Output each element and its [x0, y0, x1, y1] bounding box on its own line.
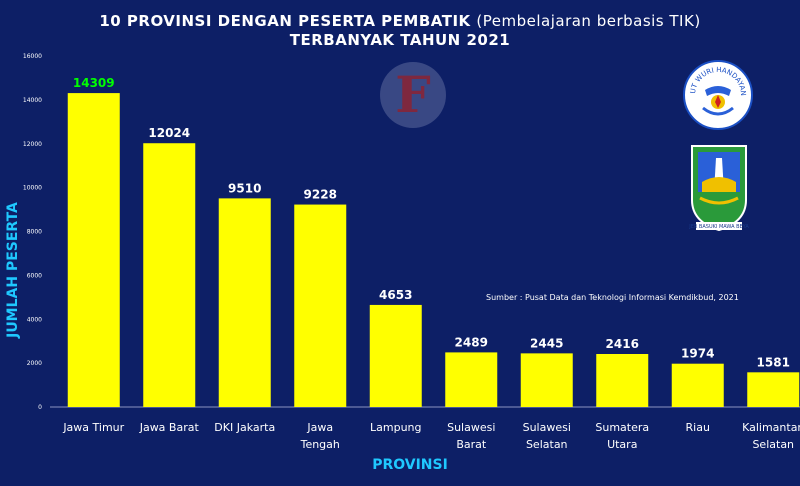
bar — [143, 143, 196, 407]
data-label: 14309 — [73, 76, 115, 90]
data-label: 9510 — [228, 181, 261, 195]
bar — [747, 372, 800, 407]
data-label: 9228 — [304, 188, 337, 202]
x-tick-label: Barat — [456, 438, 487, 451]
x-tick-label: Jawa Barat — [139, 421, 200, 434]
y-tick-label: 0 — [38, 404, 42, 411]
bar — [520, 353, 573, 407]
x-tick-label: Sulawesi — [447, 421, 495, 434]
data-label: 2416 — [606, 337, 639, 351]
x-tick-label: Sulawesi — [523, 421, 571, 434]
jatim-logo: JER BASUKI MAWA BEYA — [686, 142, 752, 234]
y-tick-label: 16000 — [23, 53, 42, 60]
jatim-logo-text: JER BASUKI MAWA BEYA — [688, 224, 749, 230]
bar — [596, 353, 649, 407]
x-tick-label: Jawa Timur — [62, 421, 124, 434]
data-label: 1974 — [681, 347, 714, 361]
bar — [294, 204, 347, 407]
data-label: 4653 — [379, 288, 412, 302]
x-tick-label: Tengah — [300, 438, 340, 451]
title-line2: TERBANYAK TAHUN 2021 — [289, 31, 511, 49]
y-tick-label: 12000 — [23, 141, 42, 148]
data-label: 1581 — [757, 355, 790, 369]
x-tick-label: Utara — [607, 438, 637, 451]
source-note: Sumber : Pusat Data dan Teknologi Inform… — [486, 293, 739, 302]
x-tick-label: Lampung — [370, 421, 422, 434]
data-label: 12024 — [148, 126, 190, 140]
data-label: 2489 — [455, 335, 488, 349]
bar — [445, 352, 498, 407]
title-bold: 10 PROVINSI DENGAN PESERTA PEMBATIK — [99, 12, 471, 30]
y-tick-label: 8000 — [27, 229, 42, 236]
kemdikbud-logo: TUT WURI HANDAYANI — [683, 60, 753, 130]
title-paren: (Pembelajaran berbasis TIK) — [476, 12, 701, 30]
bar — [369, 304, 422, 407]
x-tick-label: Selatan — [526, 438, 568, 451]
x-tick-label: DKI Jakarta — [214, 421, 275, 434]
x-axis-title: PROVINSI — [372, 457, 448, 473]
x-tick-label: Sumatera — [595, 421, 649, 434]
x-tick-label: Jawa — [306, 421, 333, 434]
bar — [671, 363, 724, 407]
bar — [67, 93, 120, 407]
data-label: 2445 — [530, 336, 563, 350]
y-tick-label: 6000 — [27, 272, 42, 279]
watermark-logo: F — [380, 62, 446, 128]
chart-title: 10 PROVINSI DENGAN PESERTA PEMBATIK (Pem… — [0, 12, 800, 50]
bar — [218, 198, 271, 407]
y-tick-label: 10000 — [23, 185, 42, 192]
x-tick-label: Selatan — [752, 438, 794, 451]
y-tick-label: 4000 — [27, 316, 42, 323]
x-tick-label: Kalimantan — [742, 421, 800, 434]
x-tick-label: Riau — [686, 421, 710, 434]
y-tick-label: 14000 — [23, 97, 42, 104]
y-tick-label: 2000 — [27, 360, 42, 367]
